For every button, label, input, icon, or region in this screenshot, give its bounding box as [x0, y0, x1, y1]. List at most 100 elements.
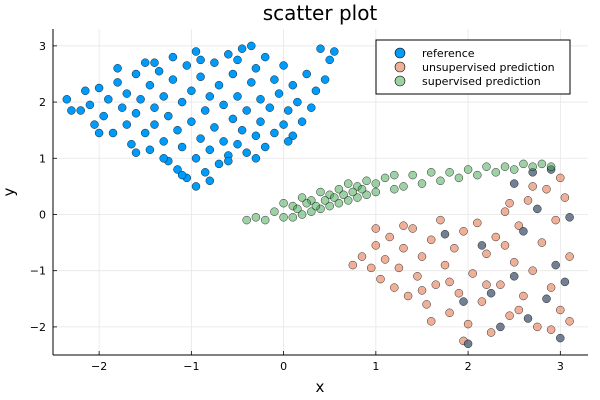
point-unsupervised-prediction: [445, 277, 454, 287]
point-reference: [90, 120, 99, 129]
point-reference: [145, 145, 155, 155]
legend-label-reference: reference: [422, 47, 475, 60]
point-reference: [177, 170, 187, 180]
legend-label-unsupervised: unsupervised prediction: [422, 61, 555, 74]
point-supervised-prediction: [519, 159, 528, 169]
point-supervised-prediction: [454, 173, 464, 183]
point-unsupervised-prediction: [514, 221, 524, 230]
point-unsupervised-prediction: [509, 258, 519, 267]
point-reference: [94, 128, 104, 138]
point-reference: [270, 75, 279, 84]
point-unsupervised-prediction: [565, 317, 574, 326]
point-supervised-prediction: [279, 198, 288, 208]
point-reference: [224, 50, 233, 59]
point-supervised-prediction: [343, 179, 353, 188]
point-supervised-prediction: [537, 159, 547, 169]
point-unsupervised-prediction: [546, 325, 556, 334]
point-unsupervised-prediction: [533, 322, 542, 332]
data-points: [62, 41, 574, 349]
point-unsupervised-prediction-dark: [486, 288, 496, 298]
point-unsupervised-prediction: [500, 207, 510, 216]
point-unsupervised-prediction-dark: [519, 227, 528, 236]
point-reference: [131, 69, 141, 79]
point-reference: [140, 128, 150, 138]
point-reference: [256, 95, 265, 104]
point-unsupervised-prediction-dark: [542, 294, 551, 304]
point-unsupervised-prediction-dark: [523, 314, 533, 323]
point-supervised-prediction: [297, 193, 307, 202]
point-reference: [325, 55, 334, 65]
point-reference: [233, 92, 242, 101]
x-axis-label: x: [316, 378, 325, 396]
point-unsupervised-prediction-dark: [551, 260, 560, 270]
point-unsupervised-prediction: [399, 243, 408, 253]
point-unsupervised-prediction: [528, 182, 537, 191]
point-supervised-prediction: [260, 215, 270, 225]
axis-ticks: −2 −1 0 1 2 3 −2 −1 0 1 2 3: [30, 40, 564, 373]
point-supervised-prediction: [473, 170, 482, 180]
legend-marker-reference: [394, 47, 406, 59]
point-reference: [288, 131, 298, 141]
point-unsupervised-prediction-dark: [509, 179, 519, 188]
point-supervised-prediction: [491, 168, 501, 177]
point-reference: [307, 103, 316, 112]
point-reference: [62, 95, 72, 104]
point-supervised-prediction: [390, 170, 399, 180]
point-supervised-prediction: [297, 210, 307, 219]
point-unsupervised-prediction: [523, 196, 533, 205]
point-reference: [242, 106, 251, 115]
point-unsupervised-prediction: [463, 319, 473, 329]
point-reference: [320, 75, 330, 84]
legend-box: [375, 39, 571, 95]
x-tick-label: 2: [465, 360, 472, 373]
point-unsupervised-prediction-dark: [463, 339, 473, 349]
point-unsupervised-prediction: [505, 311, 514, 320]
point-supervised-prediction: [334, 184, 344, 194]
point-reference: [293, 97, 302, 107]
point-reference: [117, 103, 127, 112]
point-reference: [108, 128, 118, 138]
point-unsupervised-prediction: [482, 249, 491, 259]
point-supervised-prediction: [482, 162, 491, 171]
point-reference: [173, 125, 182, 135]
point-unsupervised-prediction-dark: [556, 333, 565, 343]
point-reference: [196, 72, 205, 82]
point-reference: [177, 97, 187, 107]
point-unsupervised-prediction: [376, 274, 385, 284]
point-reference: [85, 100, 95, 110]
legend-label-supervised: supervised prediction: [422, 75, 541, 88]
x-tick-label: −1: [183, 360, 199, 373]
point-unsupervised-prediction: [422, 300, 431, 309]
point-unsupervised-prediction-dark: [509, 272, 519, 281]
point-reference: [164, 111, 173, 121]
point-reference: [237, 44, 247, 53]
point-supervised-prediction: [399, 182, 408, 191]
point-supervised-prediction: [279, 213, 288, 222]
point-unsupervised-prediction: [403, 291, 413, 301]
x-tick-label: 1: [372, 360, 379, 373]
point-supervised-prediction: [311, 201, 321, 211]
point-reference: [205, 92, 215, 101]
point-unsupervised-prediction: [551, 215, 560, 225]
point-unsupervised-prediction: [477, 297, 487, 306]
point-reference: [288, 80, 298, 90]
point-supervised-prediction: [546, 162, 556, 171]
point-reference: [136, 95, 145, 104]
point-supervised-prediction: [270, 207, 279, 216]
point-reference: [173, 165, 182, 174]
point-supervised-prediction: [251, 213, 261, 222]
point-reference: [168, 52, 178, 62]
point-supervised-prediction: [500, 162, 510, 171]
point-unsupervised-prediction: [417, 286, 427, 295]
point-reference: [233, 55, 242, 65]
point-reference: [177, 142, 187, 152]
point-reference: [205, 145, 215, 155]
point-unsupervised-prediction: [408, 224, 417, 233]
point-reference: [159, 137, 168, 146]
point-supervised-prediction: [371, 187, 381, 197]
point-unsupervised-prediction: [496, 280, 505, 289]
point-unsupervised-prediction-dark: [560, 277, 570, 287]
point-supervised-prediction: [417, 179, 427, 188]
point-unsupervised-prediction: [413, 272, 422, 281]
